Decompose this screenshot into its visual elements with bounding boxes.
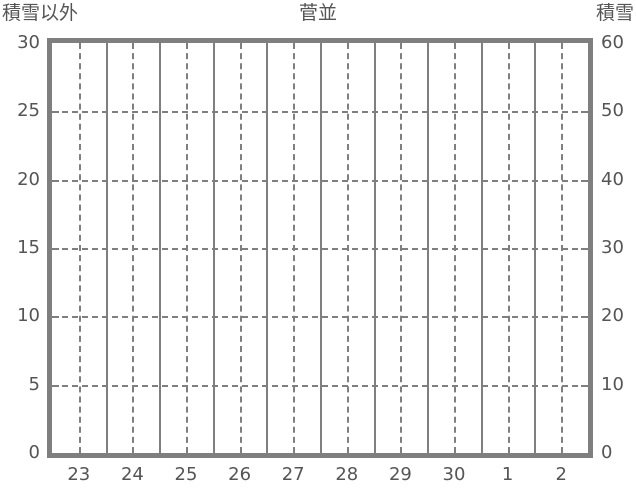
right-axis-tick-label: 10 (601, 373, 624, 395)
left-axis-caption: 積雪以外 (2, 2, 79, 24)
left-axis-tick-mark (52, 316, 59, 319)
left-axis-tick-label: 25 (17, 100, 40, 122)
left-axis-tick-label: 15 (17, 237, 40, 258)
plot-area (47, 38, 593, 458)
horizontal-gridline (52, 248, 588, 250)
left-axis-tick-label: 0 (28, 442, 40, 463)
right-axis-tick-label: 60 (601, 32, 624, 53)
right-axis-tick-mark (581, 316, 588, 319)
x-axis-tick-label: 30 (442, 464, 466, 485)
x-axis-tick-label: 28 (335, 464, 359, 485)
chart-title: 菅並 (298, 2, 337, 24)
x-axis-tick-label: 2 (555, 464, 567, 485)
x-axis-tick-label: 1 (501, 464, 514, 485)
horizontal-gridline (52, 384, 588, 387)
horizontal-gridline (52, 316, 588, 319)
gridlines-layer (52, 43, 588, 453)
right-axis-tick-label: 0 (601, 442, 613, 463)
horizontal-gridline (52, 111, 588, 114)
x-axis-tick-label: 27 (281, 464, 305, 485)
left-axis-tick-label: 5 (28, 373, 40, 395)
x-axis-tick-label: 26 (228, 464, 252, 485)
right-axis-tick-mark (581, 384, 588, 387)
left-axis-tick-mark (52, 111, 59, 114)
right-axis-tick-label: 50 (601, 100, 624, 122)
left-axis-tick-mark (52, 179, 59, 182)
right-axis-caption: 積雪 (595, 2, 634, 24)
right-axis-tick-label: 40 (601, 168, 624, 190)
left-axis-tick-mark (52, 384, 59, 387)
right-axis-tick-mark (581, 179, 588, 182)
left-axis-tick-mark (52, 248, 59, 250)
x-axis-tick-label: 25 (174, 464, 198, 485)
left-axis-tick-label: 30 (17, 32, 40, 53)
horizontal-gridline (52, 179, 588, 182)
x-axis-tick-label: 23 (67, 464, 91, 485)
right-axis-tick-label: 20 (601, 305, 624, 327)
left-axis-tick-label: 20 (17, 168, 40, 190)
right-axis-tick-mark (581, 248, 588, 250)
x-axis-tick-label: 29 (388, 464, 412, 485)
right-axis-tick-label: 30 (601, 237, 624, 258)
x-axis-tick-label: 24 (120, 464, 144, 485)
left-axis-tick-label: 10 (17, 305, 40, 327)
right-axis-tick-mark (581, 111, 588, 114)
